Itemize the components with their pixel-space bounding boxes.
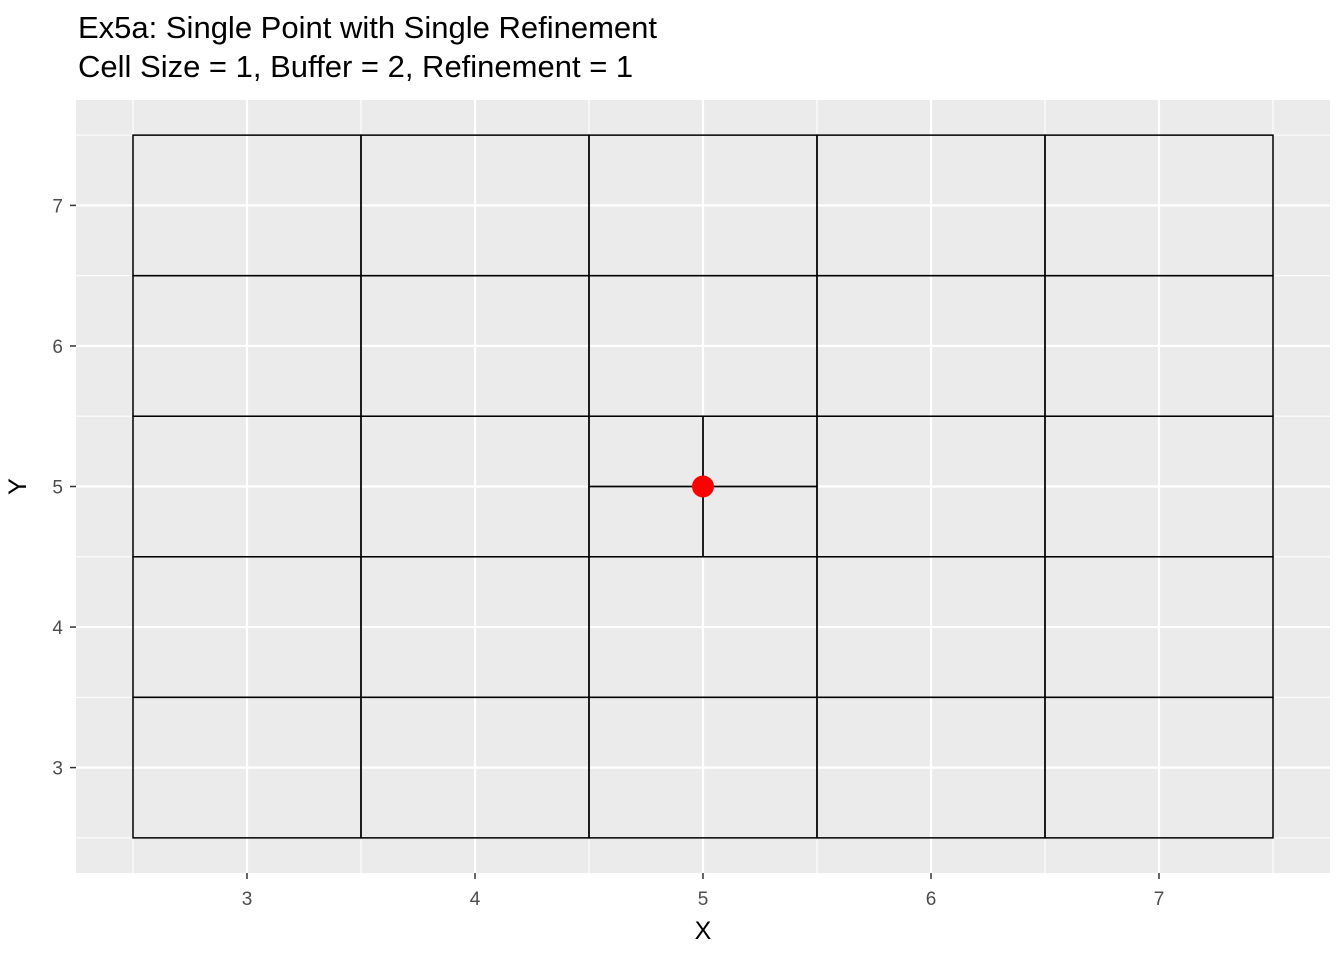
x-tick-label: 6 bbox=[926, 889, 937, 910]
chart-title: Ex5a: Single Point with Single Refinemen… bbox=[78, 10, 657, 45]
y-tick-label: 6 bbox=[52, 337, 63, 358]
grid-cells bbox=[132, 134, 1274, 839]
x-axis-label: X bbox=[695, 917, 712, 945]
x-tick-label: 7 bbox=[1154, 889, 1165, 910]
grid-cell bbox=[1044, 134, 1274, 277]
y-tick-label: 4 bbox=[52, 618, 63, 639]
y-axis: 3 4 5 6 7 bbox=[52, 196, 76, 780]
x-tick-label: 5 bbox=[698, 889, 709, 910]
major-gridlines bbox=[76, 100, 1330, 873]
x-axis: 3 4 5 6 7 bbox=[242, 873, 1165, 910]
y-tick-label: 5 bbox=[52, 478, 63, 499]
data-point bbox=[692, 475, 714, 498]
x-tick-label: 4 bbox=[470, 889, 481, 910]
data-points bbox=[692, 475, 714, 498]
x-tick-label: 3 bbox=[242, 889, 253, 910]
y-tick-label: 7 bbox=[52, 196, 63, 217]
y-axis-label: Y bbox=[4, 478, 32, 495]
chart-subtitle: Cell Size = 1, Buffer = 2, Refinement = … bbox=[78, 49, 634, 84]
y-tick-label: 3 bbox=[52, 759, 63, 780]
